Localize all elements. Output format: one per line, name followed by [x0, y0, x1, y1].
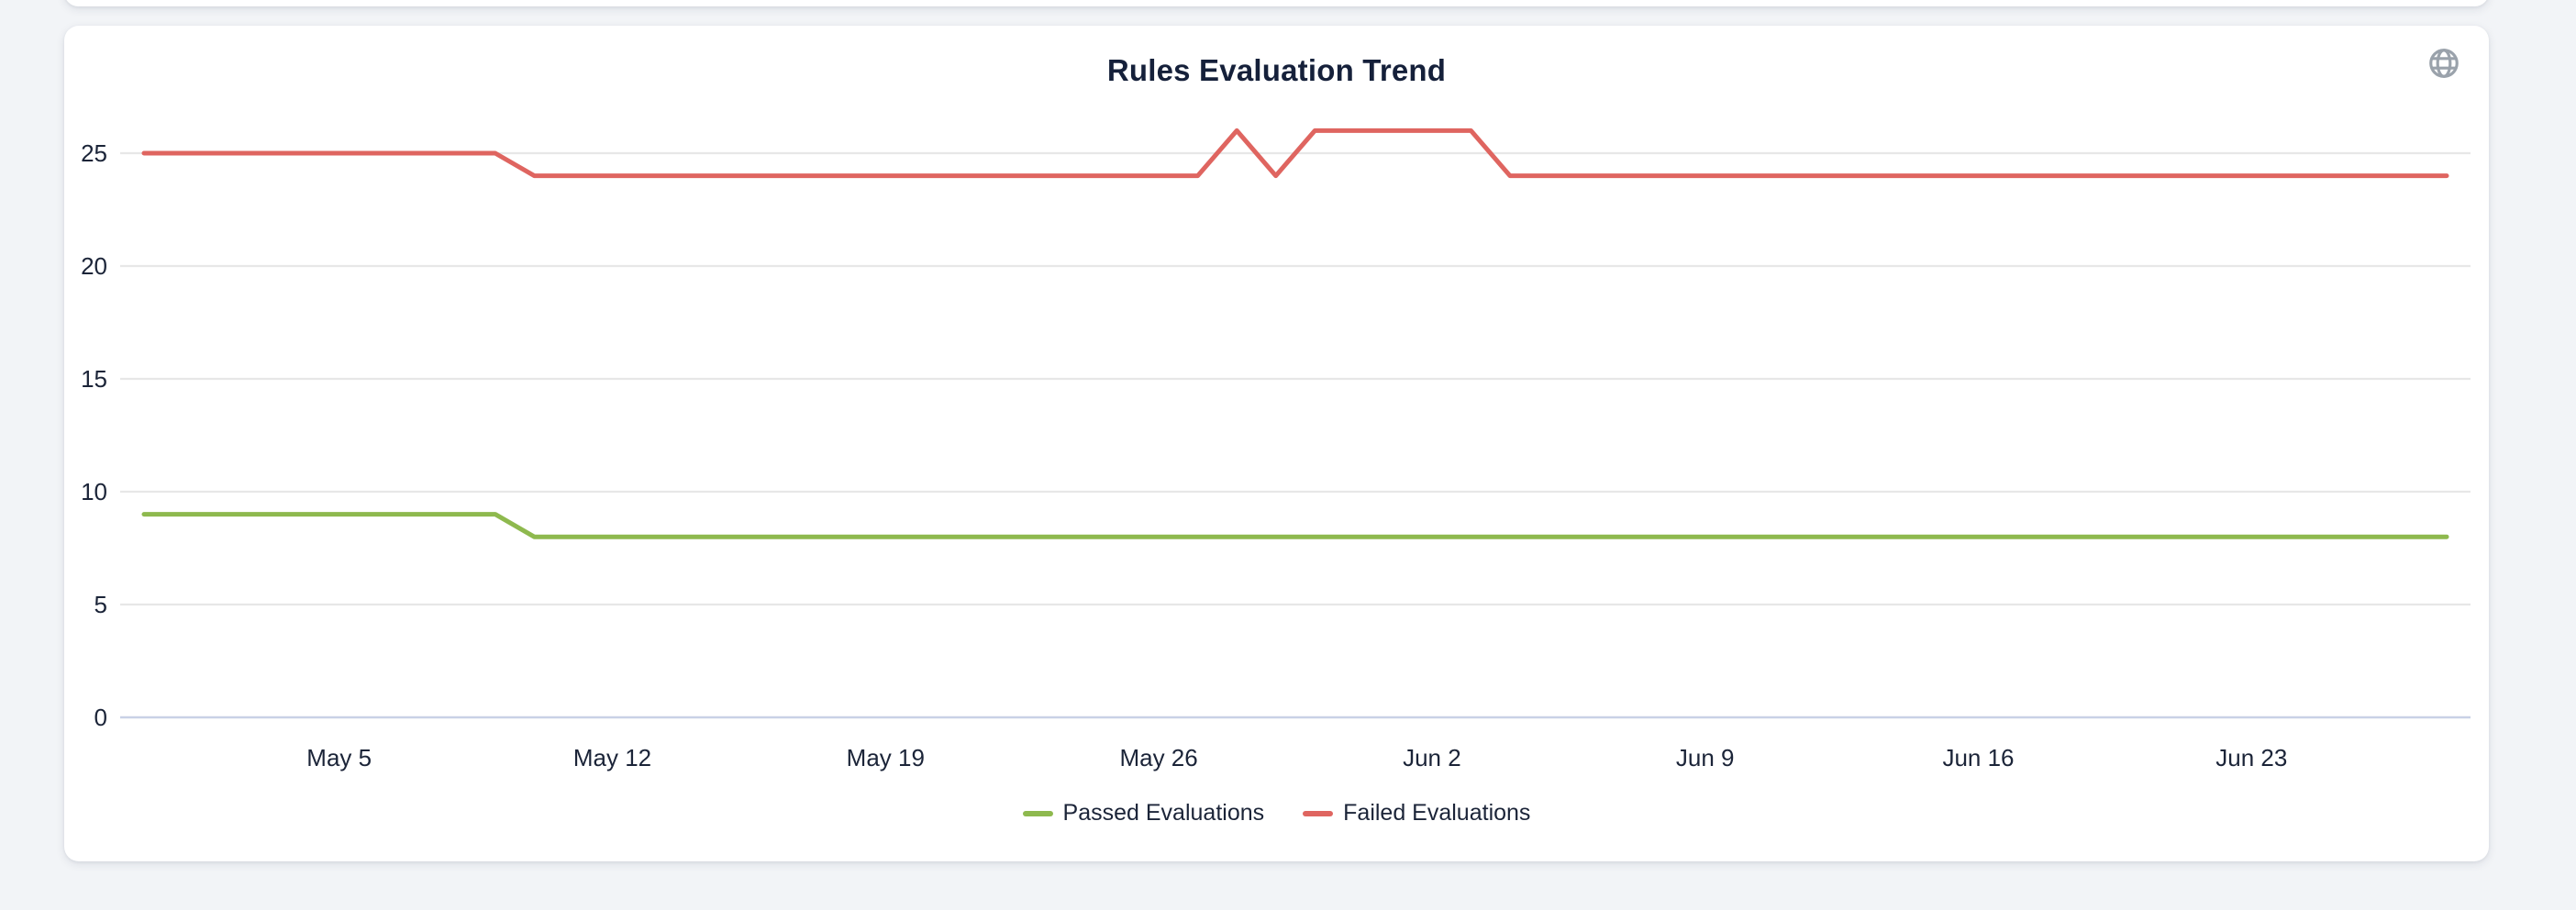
- x-tick-label: May 19: [847, 744, 925, 771]
- x-tick-label: Jun 9: [1676, 744, 1735, 771]
- rules-evaluation-trend-card: Rules Evaluation Trend 0 5 10 15 20 25 May 5 Ma…: [64, 26, 2489, 861]
- legend-item-passed-evaluations: Passed Evaluations: [1022, 800, 1265, 827]
- x-tick-label: Jun 16: [1942, 744, 2014, 771]
- y-tick-label: 15: [81, 365, 107, 393]
- series-line-failed-evaluations[interactable]: [141, 128, 2449, 179]
- y-tick-label: 10: [81, 478, 107, 505]
- legend-label-failed: Failed Evaluations: [1343, 800, 1531, 826]
- x-tick-label: May 12: [573, 744, 651, 771]
- x-tick-label: Jun 23: [2215, 744, 2287, 771]
- passed-line-swatch: [1022, 810, 1053, 816]
- legend-item-failed-evaluations: Failed Evaluations: [1303, 800, 1530, 827]
- previous-card-bottom-edge: [64, 0, 2489, 6]
- y-tick-label: 5: [94, 591, 107, 618]
- chart-legend: Passed Evaluations Failed Evaluations: [64, 800, 2489, 827]
- chart-title: Rules Evaluation Trend: [1106, 53, 1447, 87]
- series-line-passed-evaluations[interactable]: [141, 512, 2449, 539]
- x-tick-label: May 5: [306, 744, 372, 771]
- failed-line-swatch: [1303, 810, 1334, 816]
- legend-label-passed: Passed Evaluations: [1062, 800, 1265, 826]
- x-tick-label: Jun 2: [1403, 744, 1461, 771]
- globe-icon[interactable]: [2426, 46, 2461, 81]
- x-tick-label: May 26: [1119, 744, 1197, 771]
- line-chart-plot-area[interactable]: 0 5 10 15 20 25 May 5 May 12 May 19 May 26 Jun 2 Ju…: [64, 26, 2489, 861]
- y-tick-label: 20: [81, 252, 107, 280]
- y-tick-label: 0: [94, 704, 107, 731]
- y-tick-label: 25: [81, 139, 107, 167]
